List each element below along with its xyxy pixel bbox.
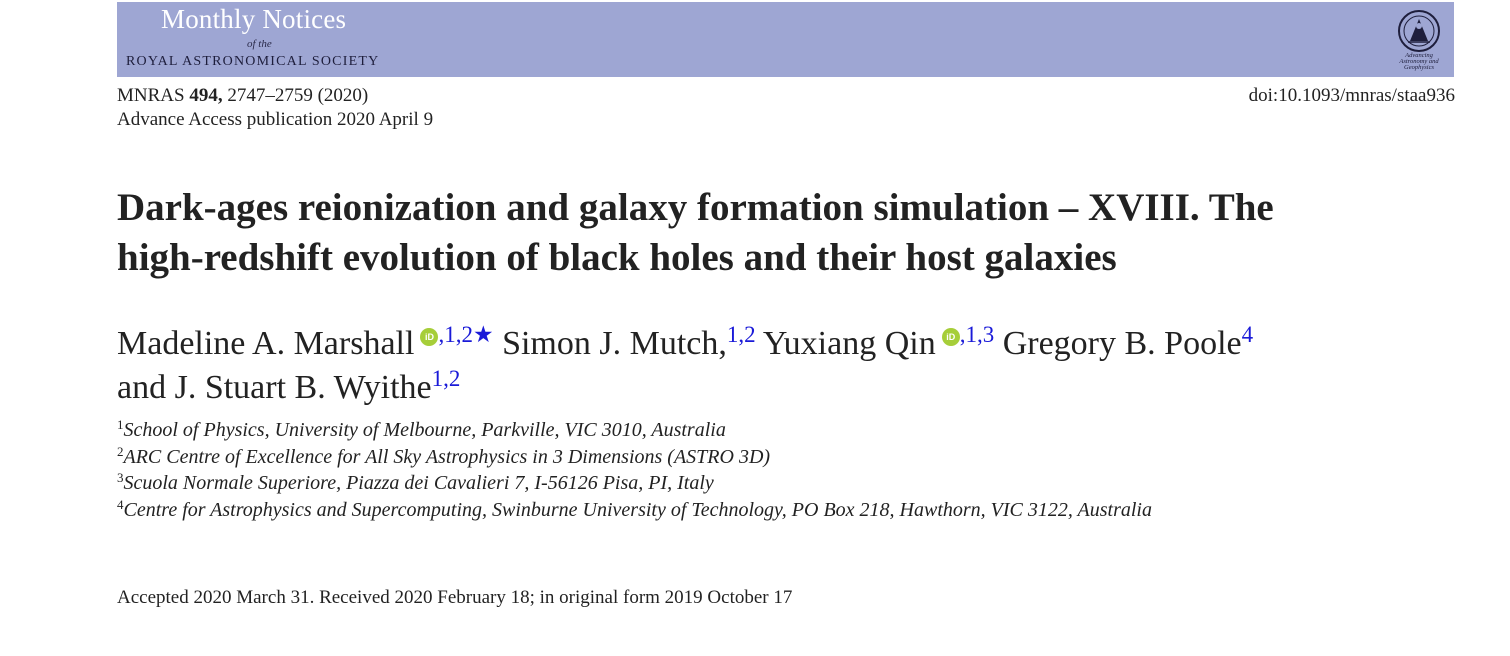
affiliation-text: School of Physics, University of Melbour… <box>123 419 726 441</box>
affil-marker[interactable]: ,1,2★ <box>438 322 494 347</box>
seal-icon <box>1398 10 1440 52</box>
affiliation-number: 3 <box>117 470 124 485</box>
journal-society: ROYAL ASTRONOMICAL SOCIETY <box>126 54 380 69</box>
author-name: Simon J. Mutch, <box>502 325 727 362</box>
affiliation-text: Centre for Astrophysics and Supercomputi… <box>123 498 1152 521</box>
affiliation-list: 1School of Physics, University of Melbou… <box>117 417 1152 523</box>
affiliation-text: Scuola Normale Superiore, Piazza dei Cav… <box>123 472 714 494</box>
affiliation-number: 4 <box>117 496 124 512</box>
orcid-icon[interactable]: iD <box>941 328 960 346</box>
affiliation-item: 1School of Physics, University of Melbou… <box>117 417 1152 444</box>
seal-caption: Advancing Astronomy and Geophysics <box>1399 52 1439 71</box>
orcid-icon[interactable]: iD <box>420 328 439 346</box>
title-line-1: Dark-ages reionization and galaxy format… <box>117 186 1274 229</box>
affiliation-item: 2ARC Centre of Excellence for All Sky As… <box>117 444 1152 471</box>
journal-banner: Monthly Notices of the ROYAL ASTRONOMICA… <box>117 2 1454 77</box>
received-dates: Accepted 2020 March 31. Received 2020 Fe… <box>117 587 793 608</box>
pages-year: 2747–2759 (2020) <box>227 85 369 106</box>
citation: MNRAS 494, 2747–2759 (2020) Advance Acce… <box>117 84 433 132</box>
affil-marker[interactable]: ,1,3 <box>959 322 995 347</box>
paper-title: Dark-ages reionization and galaxy format… <box>117 183 1417 283</box>
journal-name: Monthly Notices <box>161 4 347 34</box>
affiliation-item: 3Scuola Normale Superiore, Piazza dei Ca… <box>117 470 1152 497</box>
affil-marker[interactable]: 1,2 <box>431 366 461 391</box>
advance-access: Advance Access publication 2020 April 9 <box>117 109 434 130</box>
affil-marker[interactable]: 1,2 <box>726 322 756 347</box>
journal-of-the: of the <box>247 38 272 50</box>
affiliation-text: ARC Centre of Excellence for All Sky Ast… <box>123 445 771 468</box>
author-name: Gregory B. Poole <box>1002 325 1242 362</box>
volume: 494, <box>189 85 223 106</box>
title-line-2: high-redshift evolution of black holes a… <box>117 236 1117 279</box>
author-list: Madeline A. Marshall iD ,1,2★ Simon J. Mut… <box>117 322 1457 410</box>
doi-link[interactable]: doi:10.1093/mnras/staa936 <box>1248 85 1455 106</box>
author-name: and J. Stuart B. Wyithe <box>117 369 432 406</box>
author-name: Yuxiang Qin <box>762 325 936 362</box>
affiliation-number: 1 <box>117 417 124 432</box>
ras-seal-logo: Advancing Astronomy and Geophysics <box>1396 9 1442 73</box>
journal-abbrev: MNRAS <box>117 85 185 106</box>
affil-marker[interactable]: 4 <box>1241 322 1254 347</box>
affiliation-item: 4Centre for Astrophysics and Supercomput… <box>117 497 1152 524</box>
affiliation-number: 2 <box>117 443 124 459</box>
author-name: Madeline A. Marshall <box>117 325 415 362</box>
